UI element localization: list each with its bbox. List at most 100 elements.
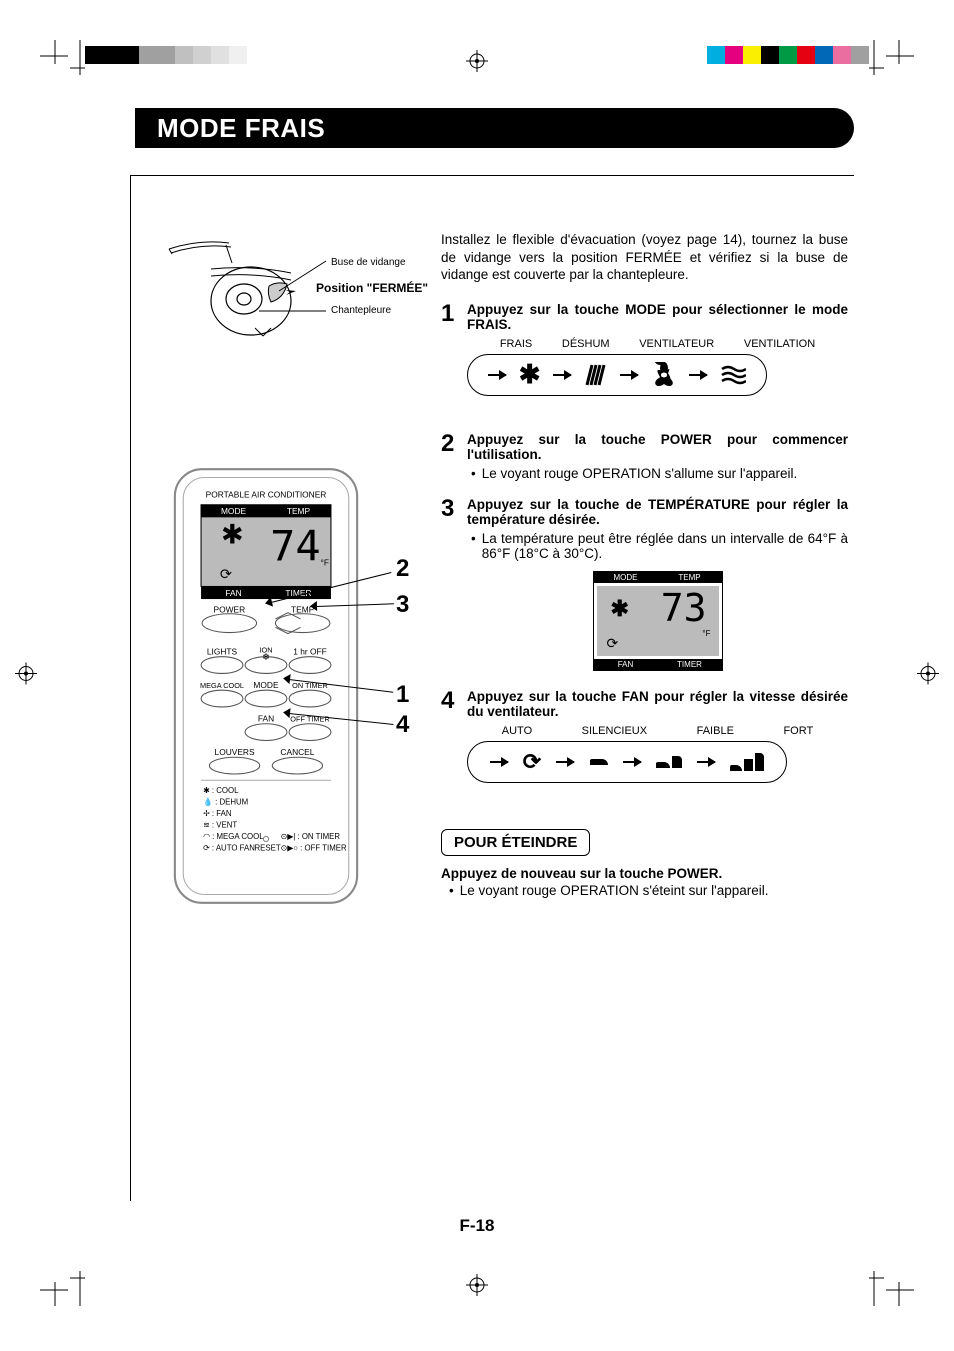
mode-label-ventilation: VENTILATION xyxy=(744,338,815,350)
page-number: F-18 xyxy=(460,1216,495,1236)
fan-quiet-icon xyxy=(590,759,608,765)
ventilation-icon xyxy=(720,365,746,385)
arrow-icon xyxy=(556,761,574,763)
svg-text:1 hr OFF: 1 hr OFF xyxy=(293,647,327,657)
mode-label-vent: VENTILATEUR xyxy=(639,338,714,350)
fan-label-quiet: SILENCIEUX xyxy=(582,725,647,737)
drain-flap-label: Chantepleure xyxy=(331,305,391,316)
svg-text:⊙▶○ : OFF TIMER: ⊙▶○ : OFF TIMER xyxy=(281,843,347,852)
left-column: Buse de vidange Position "FERMÉE" Chante… xyxy=(151,231,431,911)
section-title: MODE FRAIS xyxy=(157,113,325,144)
turnoff-heading: POUR ÉTEINDRE xyxy=(441,829,590,856)
svg-text:✱: ✱ xyxy=(221,519,244,550)
step-bullet: Le voyant rouge OPERATION s'allume sur l… xyxy=(467,466,848,481)
register-mark-left xyxy=(15,662,37,689)
grayscale-bar xyxy=(85,46,247,64)
fan-high-icon xyxy=(730,753,764,771)
lcd-label-fan: FAN xyxy=(594,659,658,670)
mode-label-frais: FRAIS xyxy=(500,338,532,350)
callout-4: 4 xyxy=(396,711,409,739)
step-title: Appuyez sur la touche FAN pour régler la… xyxy=(467,689,848,719)
svg-text:✢ : FAN: ✢ : FAN xyxy=(203,809,232,818)
step-number: 1 xyxy=(441,302,459,396)
fan-low-icon xyxy=(656,756,682,768)
lcd-label-temp: TEMP xyxy=(658,572,722,583)
svg-text:°F: °F xyxy=(320,558,328,568)
lcd-label-mode: MODE xyxy=(594,572,658,583)
lcd-mini-display: MODE TEMP ✱ 73 °F ⟳ FAN TIMER xyxy=(593,571,723,671)
fan-speed-icons: ⟳ xyxy=(467,741,787,783)
arrow-icon xyxy=(697,761,715,763)
svg-text:74: 74 xyxy=(270,521,320,570)
svg-text:⟳: ⟳ xyxy=(220,567,233,583)
callout-3: 3 xyxy=(396,591,409,619)
arrow-icon xyxy=(620,374,638,376)
svg-text:≋ : VENT: ≋ : VENT xyxy=(203,820,237,829)
fan-label-high: FORT xyxy=(783,725,813,737)
svg-text:✱ : COOL: ✱ : COOL xyxy=(203,786,239,795)
step-number: 4 xyxy=(441,689,459,783)
content-frame: Buse de vidange Position "FERMÉE" Chante… xyxy=(130,175,854,1201)
fan-label-low: FAIBLE xyxy=(697,725,734,737)
svg-text:POWER: POWER xyxy=(214,605,246,615)
turnoff-title: Appuyez de nouveau sur la touche POWER. xyxy=(441,866,848,881)
step-title: Appuyez sur la touche de TEMPÉRATURE pou… xyxy=(467,497,848,527)
step-1: 1 Appuyez sur la touche MODE pour sélect… xyxy=(441,302,848,396)
crop-mark-br xyxy=(869,1271,914,1311)
right-column: Installez le flexible d'évacuation (voye… xyxy=(441,231,854,898)
step-4: 4 Appuyez sur la touche FAN pour régler … xyxy=(441,689,848,783)
lcd-temp-value: 73 xyxy=(661,586,707,630)
crop-mark-tr xyxy=(869,40,914,80)
arrow-icon xyxy=(490,761,508,763)
autofan-icon: ⟳ xyxy=(607,635,619,652)
step-number: 3 xyxy=(441,497,459,671)
svg-text:RESET: RESET xyxy=(254,843,280,852)
arrow-icon xyxy=(689,374,707,376)
step-2: 2 Appuyez sur la touche POWER pour comme… xyxy=(441,432,848,481)
svg-text:MODE: MODE xyxy=(221,506,247,516)
lcd-label-timer: TIMER xyxy=(658,659,722,670)
fan-labels: AUTO SILENCIEUX FAIBLE FORT xyxy=(467,725,848,737)
register-mark-bottom xyxy=(466,1274,488,1301)
snowflake-icon: ✱ xyxy=(611,596,629,622)
register-mark-top xyxy=(466,50,488,77)
step-title: Appuyez sur la touche POWER pour commenc… xyxy=(467,432,848,462)
callout-1: 1 xyxy=(396,681,409,709)
cool-icon: ✱ xyxy=(519,359,541,390)
svg-text:◠ : MEGA COOL: ◠ : MEGA COOL xyxy=(203,832,264,841)
drain-position-label: Position "FERMÉE" xyxy=(316,281,428,295)
svg-text:FAN: FAN xyxy=(258,714,274,724)
step-title: Appuyez sur la touche MODE pour sélectio… xyxy=(467,302,848,332)
mode-cycle-icons: ✱ xyxy=(467,354,767,396)
arrow-icon xyxy=(488,374,506,376)
remote-brand-text: PORTABLE AIR CONDITIONER xyxy=(206,489,327,499)
turnoff-bullet: Le voyant rouge OPERATION s'éteint sur l… xyxy=(441,883,848,898)
dehum-icon xyxy=(584,363,608,387)
register-mark-right xyxy=(917,662,939,689)
crop-mark-bl xyxy=(40,1271,85,1311)
svg-text:❄: ❄ xyxy=(262,651,270,662)
callout-2: 2 xyxy=(396,555,409,583)
drain-nozzle-label: Buse de vidange xyxy=(331,257,406,268)
color-bar xyxy=(707,46,869,64)
step-3: 3 Appuyez sur la touche de TEMPÉRATURE p… xyxy=(441,497,848,671)
remote-illustration: PORTABLE AIR CONDITIONER MODE TEMP FAN T… xyxy=(171,466,361,906)
svg-text:💧 : DEHUM: 💧 : DEHUM xyxy=(203,796,248,806)
svg-text:⊙▶| : ON TIMER: ⊙▶| : ON TIMER xyxy=(281,832,341,841)
lcd-temp-unit: °F xyxy=(702,629,710,638)
svg-text:TEMP: TEMP xyxy=(287,506,311,516)
fan-icon xyxy=(651,362,677,388)
svg-text:⟳ : AUTO FAN: ⟳ : AUTO FAN xyxy=(203,843,255,852)
svg-text:MODE: MODE xyxy=(253,680,279,690)
svg-text:CANCEL: CANCEL xyxy=(280,747,314,757)
autofan-icon: ⟳ xyxy=(523,749,541,775)
crop-mark-tl xyxy=(40,40,85,80)
step-number: 2 xyxy=(441,432,459,481)
svg-text:LIGHTS: LIGHTS xyxy=(207,647,238,657)
mode-label-deshum: DÉSHUM xyxy=(562,338,610,350)
arrow-icon xyxy=(623,761,641,763)
svg-text:LOUVERS: LOUVERS xyxy=(215,747,255,757)
mode-labels: FRAIS DÉSHUM VENTILATEUR VENTILATION xyxy=(467,338,848,350)
step-bullet: La température peut être réglée dans un … xyxy=(467,531,848,561)
intro-text: Installez le flexible d'évacuation (voye… xyxy=(441,231,848,284)
